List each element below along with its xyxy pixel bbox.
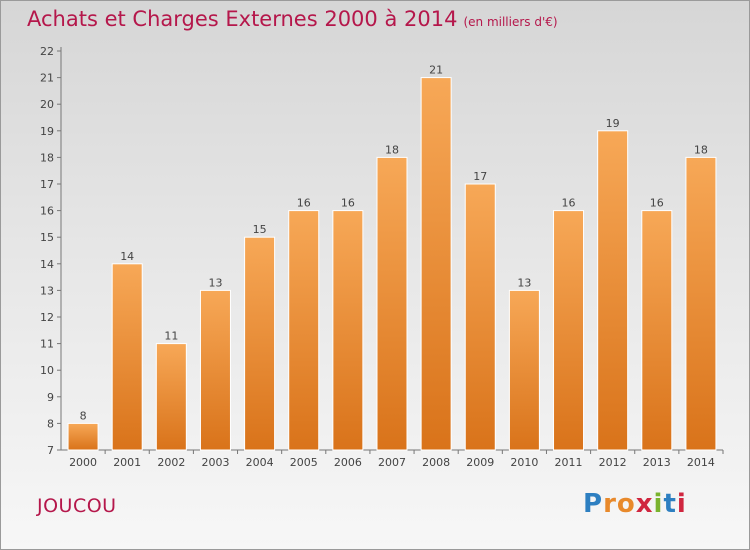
bar-2010[interactable]: [508, 289, 540, 451]
chart-title: Achats et Charges Externes 2000 à 2014 (e…: [27, 7, 558, 31]
bar-2007[interactable]: [376, 156, 408, 451]
value-label-2014: 18: [694, 143, 708, 156]
y-tick-label: 13: [40, 284, 54, 297]
value-label-2008: 21: [429, 64, 443, 77]
bar-2009[interactable]: [464, 183, 496, 451]
y-tick-label: 7: [47, 444, 54, 457]
y-tick-label: 11: [40, 338, 54, 351]
value-label-2007: 18: [385, 143, 399, 156]
y-tick-label: 10: [40, 364, 54, 377]
logo-letter: i: [676, 489, 687, 519]
proxiti-logo[interactable]: Proxiti: [583, 489, 687, 519]
y-tick-label: 16: [40, 205, 54, 218]
bar-2000[interactable]: [67, 422, 99, 451]
logo-letter: P: [583, 489, 604, 519]
x-tick-label: 2012: [599, 456, 627, 469]
bar-2002[interactable]: [155, 343, 187, 451]
value-label-2013: 16: [650, 197, 664, 210]
y-tick-label: 9: [47, 391, 54, 404]
logo-letter: o: [616, 489, 636, 519]
chart-title-text: Achats et Charges Externes 2000 à 2014: [27, 7, 458, 31]
x-tick-label: 2013: [643, 456, 671, 469]
x-tick-label: 2004: [246, 456, 274, 469]
logo-letter: t: [663, 489, 677, 519]
y-tick-label: 15: [40, 231, 54, 244]
logo-letter: r: [603, 489, 617, 519]
bar-2011[interactable]: [553, 210, 585, 451]
value-label-2003: 13: [208, 276, 222, 289]
x-tick-label: 2003: [201, 456, 229, 469]
x-axis: 2000 2001 2002 2003 2004 2005 2006 2007 2008 2009…: [61, 449, 724, 469]
y-tick-label: 12: [40, 311, 54, 324]
value-label-2011: 16: [562, 197, 576, 210]
city-name: JOUCOU: [37, 495, 117, 517]
logo-letter: i: [653, 489, 664, 519]
y-tick-label: 20: [40, 98, 54, 111]
value-label-2010: 13: [517, 276, 531, 289]
x-tick-label: 2014: [687, 456, 715, 469]
bar-2004[interactable]: [244, 236, 276, 451]
x-tick-label: 2002: [157, 456, 185, 469]
x-tick-label: 2010: [510, 456, 538, 469]
value-label-2012: 19: [606, 117, 620, 130]
bars: [67, 77, 717, 451]
x-tick-label: 2011: [555, 456, 583, 469]
value-label-2009: 17: [473, 170, 487, 183]
bar-2003[interactable]: [199, 289, 231, 451]
bar-2013[interactable]: [641, 210, 673, 451]
x-tick-label: 2005: [290, 456, 318, 469]
bar-2014[interactable]: [685, 156, 717, 451]
y-tick-label: 18: [40, 151, 54, 164]
bar-2012[interactable]: [597, 130, 629, 451]
y-tick-label: 22: [40, 45, 54, 58]
x-tick-label: 2008: [422, 456, 450, 469]
y-tick-label: 19: [40, 125, 54, 138]
value-labels: 8 14 11 13 15 16 16 18 21 17 13 16 19 16 18: [80, 64, 708, 423]
chart-subtitle: (en milliers d'€): [463, 15, 558, 29]
value-label-2002: 11: [164, 330, 178, 343]
bar-2006[interactable]: [332, 210, 364, 451]
value-label-2000: 8: [80, 409, 87, 422]
y-tick-label: 14: [40, 258, 54, 271]
x-tick-label: 2009: [466, 456, 494, 469]
x-tick-label: 2007: [378, 456, 406, 469]
y-tick-label: 8: [47, 417, 54, 430]
y-tick-label: 17: [40, 178, 54, 191]
bar-2005[interactable]: [288, 210, 320, 451]
x-tick-label: 2001: [113, 456, 141, 469]
bar-2001[interactable]: [111, 263, 143, 451]
x-tick-label: 2000: [69, 456, 97, 469]
value-label-2006: 16: [341, 197, 355, 210]
value-label-2004: 15: [253, 223, 267, 236]
y-axis: 7 8 9 10 11 12 13 14 15 16 17 18 19 20 21 22: [40, 45, 62, 457]
x-tick-label: 2006: [334, 456, 362, 469]
value-label-2001: 14: [120, 250, 134, 263]
bar-2008[interactable]: [420, 77, 452, 451]
logo-letter: x: [635, 489, 654, 519]
y-tick-label: 21: [40, 72, 54, 85]
value-label-2005: 16: [297, 197, 311, 210]
